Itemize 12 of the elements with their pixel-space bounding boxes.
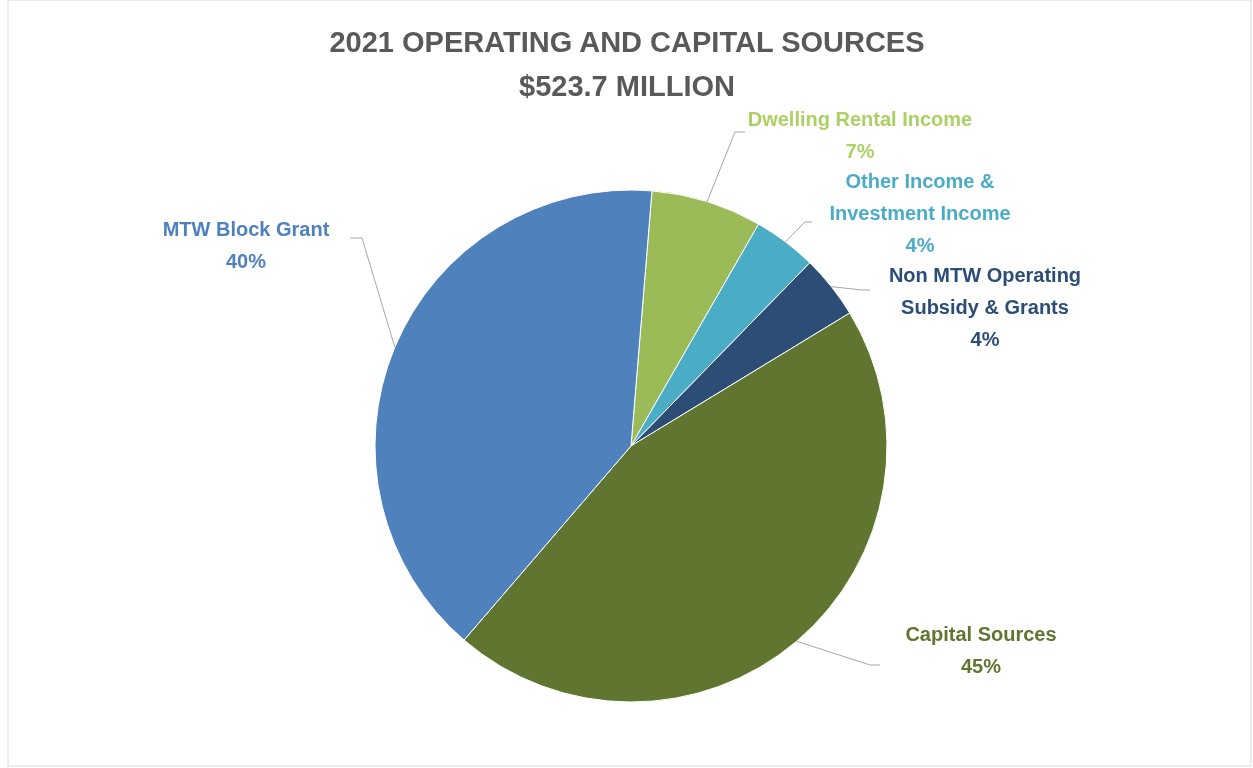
slice-label: Dwelling Rental Income — [747, 108, 973, 130]
chart-subtitle: $523.7 MILLION — [519, 70, 735, 102]
slice-label: Non MTW Operating Subsidy & Grants — [888, 264, 1082, 318]
data-label: 40% — [225, 250, 267, 272]
data-label: 45% — [960, 655, 1002, 677]
data-label: 7% — [845, 140, 875, 162]
slice-label: Capital Sources — [905, 623, 1057, 645]
data-label: 4% — [970, 328, 1000, 350]
chart-title: 2021 OPERATING AND CAPITAL SOURCES — [329, 26, 925, 58]
slice-label: Other Income & Investment Income — [829, 170, 1011, 224]
slice-label: MTW Block Grant — [162, 218, 330, 240]
data-label: 4% — [905, 234, 935, 256]
